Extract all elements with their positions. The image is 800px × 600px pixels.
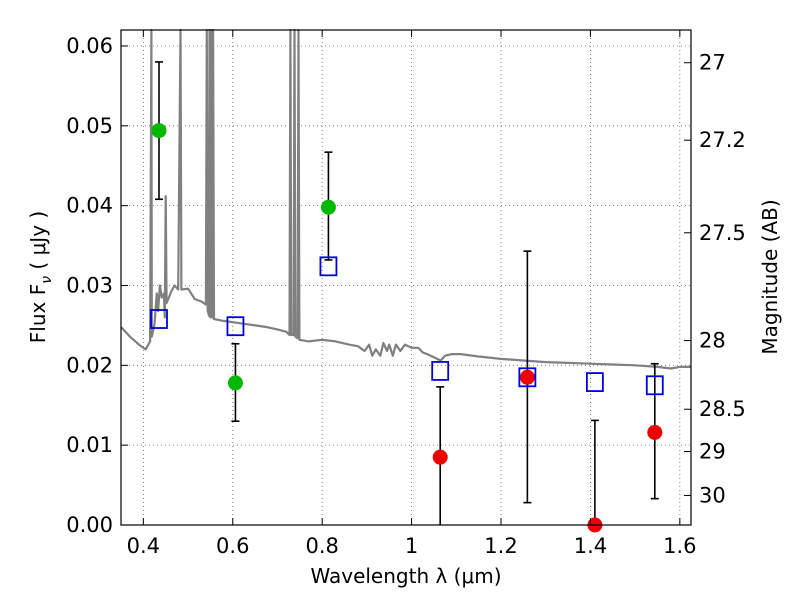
right-tick-label: 29 (699, 440, 726, 464)
data-point (320, 199, 336, 215)
x-tick-label: 1.6 (663, 534, 696, 558)
x-tick-label: 1 (405, 534, 418, 558)
data-point (227, 375, 243, 391)
data-square (585, 372, 604, 392)
x-axis-label: Wavelength λ (μm) (310, 564, 501, 588)
error-bars (155, 61, 659, 525)
data-square (431, 361, 450, 381)
y-tick-label: 0.02 (66, 353, 113, 377)
spectrum-line (120, 28, 691, 370)
x-tick-label: 1.4 (574, 534, 607, 558)
data-square (518, 367, 537, 388)
axis-ticks: 0.4 0.6 0.8 1 1.2 1.4 1.6 0.00 0.01 0.02 0.03 0.04 0… (66, 30, 746, 558)
right-tick-label: 28.5 (699, 397, 746, 421)
y-tick-label: 0.03 (66, 273, 113, 297)
data-square (645, 375, 664, 396)
data-point (647, 424, 663, 440)
x-tick-label: 1.2 (484, 534, 517, 558)
y-tick-label: 0.00 (66, 513, 113, 537)
model-spectrum (120, 28, 691, 370)
y-tick-label: 0.05 (66, 114, 113, 138)
right-tick-label: 27.2 (699, 128, 746, 152)
right-tick-label: 27.5 (699, 221, 746, 245)
data-square (226, 316, 245, 337)
right-tick-label: 30 (699, 483, 726, 507)
x-tick-label: 0.8 (305, 534, 338, 558)
data-markers (150, 123, 664, 533)
y-tick-label: 0.04 (66, 194, 113, 218)
y-axis-label-left-unit: ( μJy ) (26, 211, 50, 276)
data-point (519, 369, 535, 385)
y-axis-label-left-subscript: ν (39, 276, 55, 284)
x-tick-label: 0.6 (216, 534, 249, 558)
x-tick-label: 0.4 (127, 534, 160, 558)
right-tick-label: 28 (699, 329, 726, 353)
y-axis-label-left: Flux Fν ( μJy ) (26, 211, 55, 343)
data-square (319, 256, 338, 277)
plot-frame (120, 29, 692, 526)
y-axis-label-left-main: Flux F (26, 284, 50, 343)
data-point (432, 449, 448, 465)
right-tick-label: 27 (699, 51, 726, 75)
data-point (151, 123, 167, 139)
y-axis-label-right: Magnitude (AB) (758, 199, 782, 354)
y-tick-label: 0.06 (66, 34, 113, 58)
y-tick-label: 0.01 (66, 433, 113, 457)
data-square (150, 309, 168, 329)
